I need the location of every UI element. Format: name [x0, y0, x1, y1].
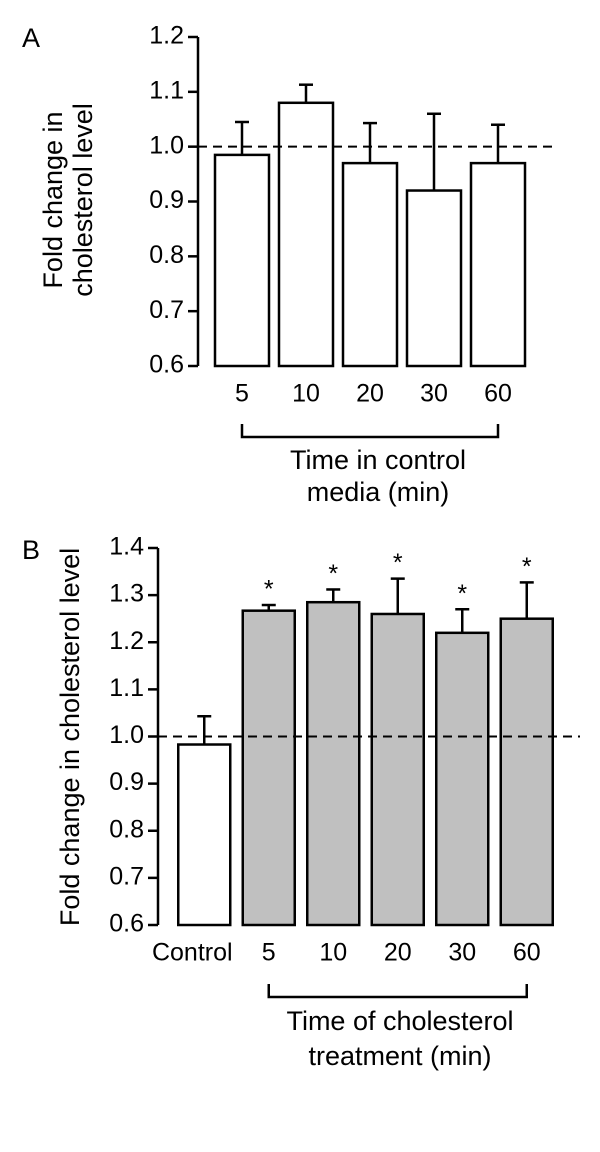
y-tick-label: 0.7: [109, 862, 144, 890]
x-tick-label: 10: [319, 939, 347, 967]
y-tick-label: 1.0: [109, 721, 144, 749]
y-tick-label: 1.2: [109, 627, 144, 655]
y-tick-label: 0.8: [109, 815, 144, 843]
bar: [341, 161, 399, 368]
bar: [306, 600, 361, 927]
y-axis-label: Fold change in cholesterol level: [55, 548, 85, 926]
y-tick-label: 1.2: [149, 22, 184, 50]
significance-marker: *: [393, 549, 403, 577]
bar: [435, 631, 490, 927]
y-tick-label: 1.3: [109, 580, 144, 608]
bar: [177, 743, 232, 927]
bar: [277, 101, 335, 368]
bar: [213, 153, 271, 368]
x-tick-label: 5: [262, 939, 276, 967]
bar: [405, 189, 463, 368]
y-tick-label: 0.6: [149, 351, 184, 379]
x-tick-label: 20: [356, 380, 384, 408]
x-tick-label: Control: [152, 939, 233, 967]
x-tick-label: 10: [292, 380, 320, 408]
y-tick-label: 1.1: [109, 674, 144, 702]
x-tick-label: 60: [484, 380, 512, 408]
y-tick-label: 0.8: [149, 241, 184, 269]
panel-label: A: [22, 23, 40, 53]
y-tick-label: 0.7: [149, 296, 184, 324]
x-axis-label: media (min): [307, 477, 450, 507]
y-axis-label: Fold change in: [38, 111, 68, 288]
bar: [241, 609, 296, 927]
x-tick-label: 30: [448, 939, 476, 967]
significance-marker: *: [264, 576, 274, 604]
y-tick-label: 0.9: [149, 186, 184, 214]
x-axis-label: treatment (min): [308, 1041, 491, 1071]
x-axis-label: Time in control: [290, 445, 466, 475]
x-tick-label: 30: [420, 380, 448, 408]
x-axis-label: Time of cholesterol: [286, 1006, 513, 1036]
y-axis-label: cholesterol level: [68, 103, 98, 297]
bracket: [267, 984, 528, 999]
significance-marker: *: [328, 560, 338, 588]
y-tick-label: 1.1: [149, 76, 184, 104]
x-tick-label: 20: [384, 939, 412, 967]
y-tick-label: 0.9: [109, 768, 144, 796]
bracket: [240, 424, 500, 439]
significance-marker: *: [522, 553, 532, 581]
y-tick-label: 1.0: [149, 131, 184, 159]
bar: [370, 612, 425, 927]
bar: [499, 617, 554, 927]
panel-label: B: [22, 535, 40, 565]
bar: [469, 161, 527, 368]
significance-marker: *: [457, 580, 467, 608]
y-tick-label: 0.6: [109, 910, 144, 938]
x-tick-label: 5: [235, 380, 249, 408]
y-tick-label: 1.4: [109, 533, 144, 561]
x-tick-label: 60: [513, 939, 541, 967]
